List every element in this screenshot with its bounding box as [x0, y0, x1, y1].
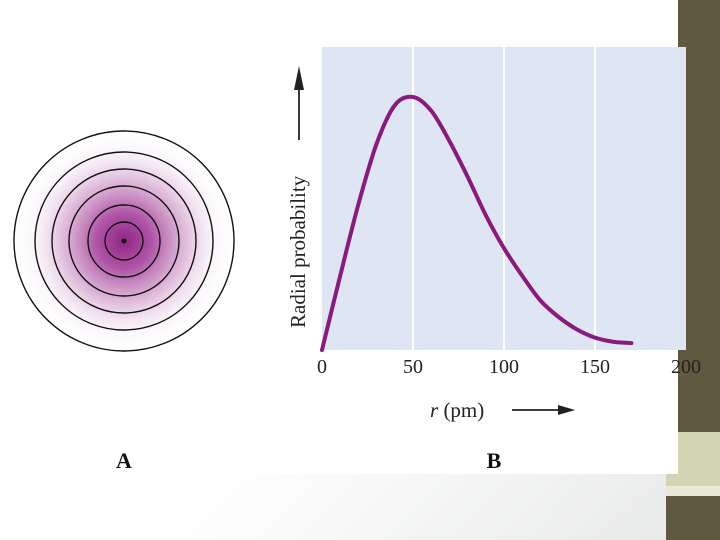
nucleus-dot: [121, 238, 127, 244]
y-axis-arrowhead: [294, 66, 304, 90]
x-tick-label-150: 150: [580, 356, 610, 378]
shell-ring: [13, 130, 235, 352]
decorative-sidebar-accent-light: [666, 486, 720, 496]
shell-ring: [68, 185, 180, 297]
y-axis-label: Radial probability: [286, 175, 310, 328]
x-tick-label-50: 50: [403, 356, 423, 378]
x-axis-label: r (pm): [430, 398, 484, 422]
radial-probability-curve: [320, 94, 634, 352]
x-axis-variable: r: [430, 398, 439, 422]
shell-ring: [87, 204, 161, 278]
x-tick-labels: 0 50 100 150 200: [317, 356, 701, 378]
shell-ring: [51, 168, 197, 314]
x-tick-label-100: 100: [489, 356, 519, 378]
electron-density-diagram: [12, 129, 236, 353]
shell-ring: [104, 221, 144, 261]
x-axis-arrowhead: [558, 405, 575, 415]
shell-ring: [34, 151, 214, 331]
x-axis-unit: (pm): [438, 398, 484, 422]
panel-b-label: B: [487, 448, 502, 473]
x-tick-label-200: 200: [671, 356, 701, 378]
panel-a-label: A: [116, 448, 132, 473]
x-tick-label-0: 0: [317, 356, 327, 378]
